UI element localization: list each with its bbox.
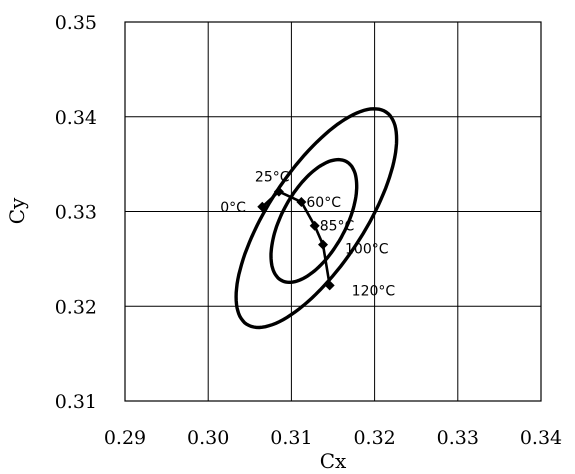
data-point-label: 60°C: [306, 195, 341, 211]
x-tick-label: 0.33: [437, 427, 479, 449]
x-tick-label: 0.29: [104, 427, 146, 449]
data-point-marker: [324, 280, 335, 291]
data-point-label: 25°C: [255, 170, 290, 186]
data-point-label: 0°C: [220, 200, 246, 216]
data-point-marker: [257, 201, 268, 212]
y-axis-title: Cy: [5, 197, 29, 224]
grid: [124, 21, 542, 402]
data-point-marker: [296, 197, 307, 208]
y-tick-label: 0.33: [55, 202, 97, 224]
x-axis-title: Cx: [320, 449, 347, 473]
x-tick-label: 0.32: [353, 427, 395, 449]
x-tick-label: 0.34: [520, 427, 562, 449]
data-point-marker: [309, 220, 320, 231]
series-line: [261, 190, 331, 286]
data-point-label: 120°C: [352, 283, 396, 299]
plot-frame: [124, 21, 542, 402]
outer-ellipse: [234, 107, 399, 330]
y-tick-label: 0.32: [55, 296, 97, 318]
x-tick-label: 0.30: [187, 427, 229, 449]
temperature-series: 0°C 25°C 60°C 85°C 100°C 120°C: [220, 170, 395, 300]
x-tick-label: 0.31: [270, 427, 312, 449]
y-tick-label: 0.34: [55, 107, 97, 129]
tick-labels: 0.29 0.30 0.31 0.32 0.33 0.34 0.31 0.32 0.33 0.34…: [55, 12, 562, 449]
y-tick-label: 0.35: [55, 12, 97, 34]
tolerance-ellipses: [234, 107, 399, 330]
data-point-marker: [318, 239, 329, 250]
data-point-label: 85°C: [320, 219, 355, 235]
y-tick-label: 0.31: [55, 391, 97, 413]
data-point-label: 100°C: [345, 242, 389, 258]
inner-ellipse: [269, 157, 359, 284]
data-point-marker: [273, 186, 284, 197]
